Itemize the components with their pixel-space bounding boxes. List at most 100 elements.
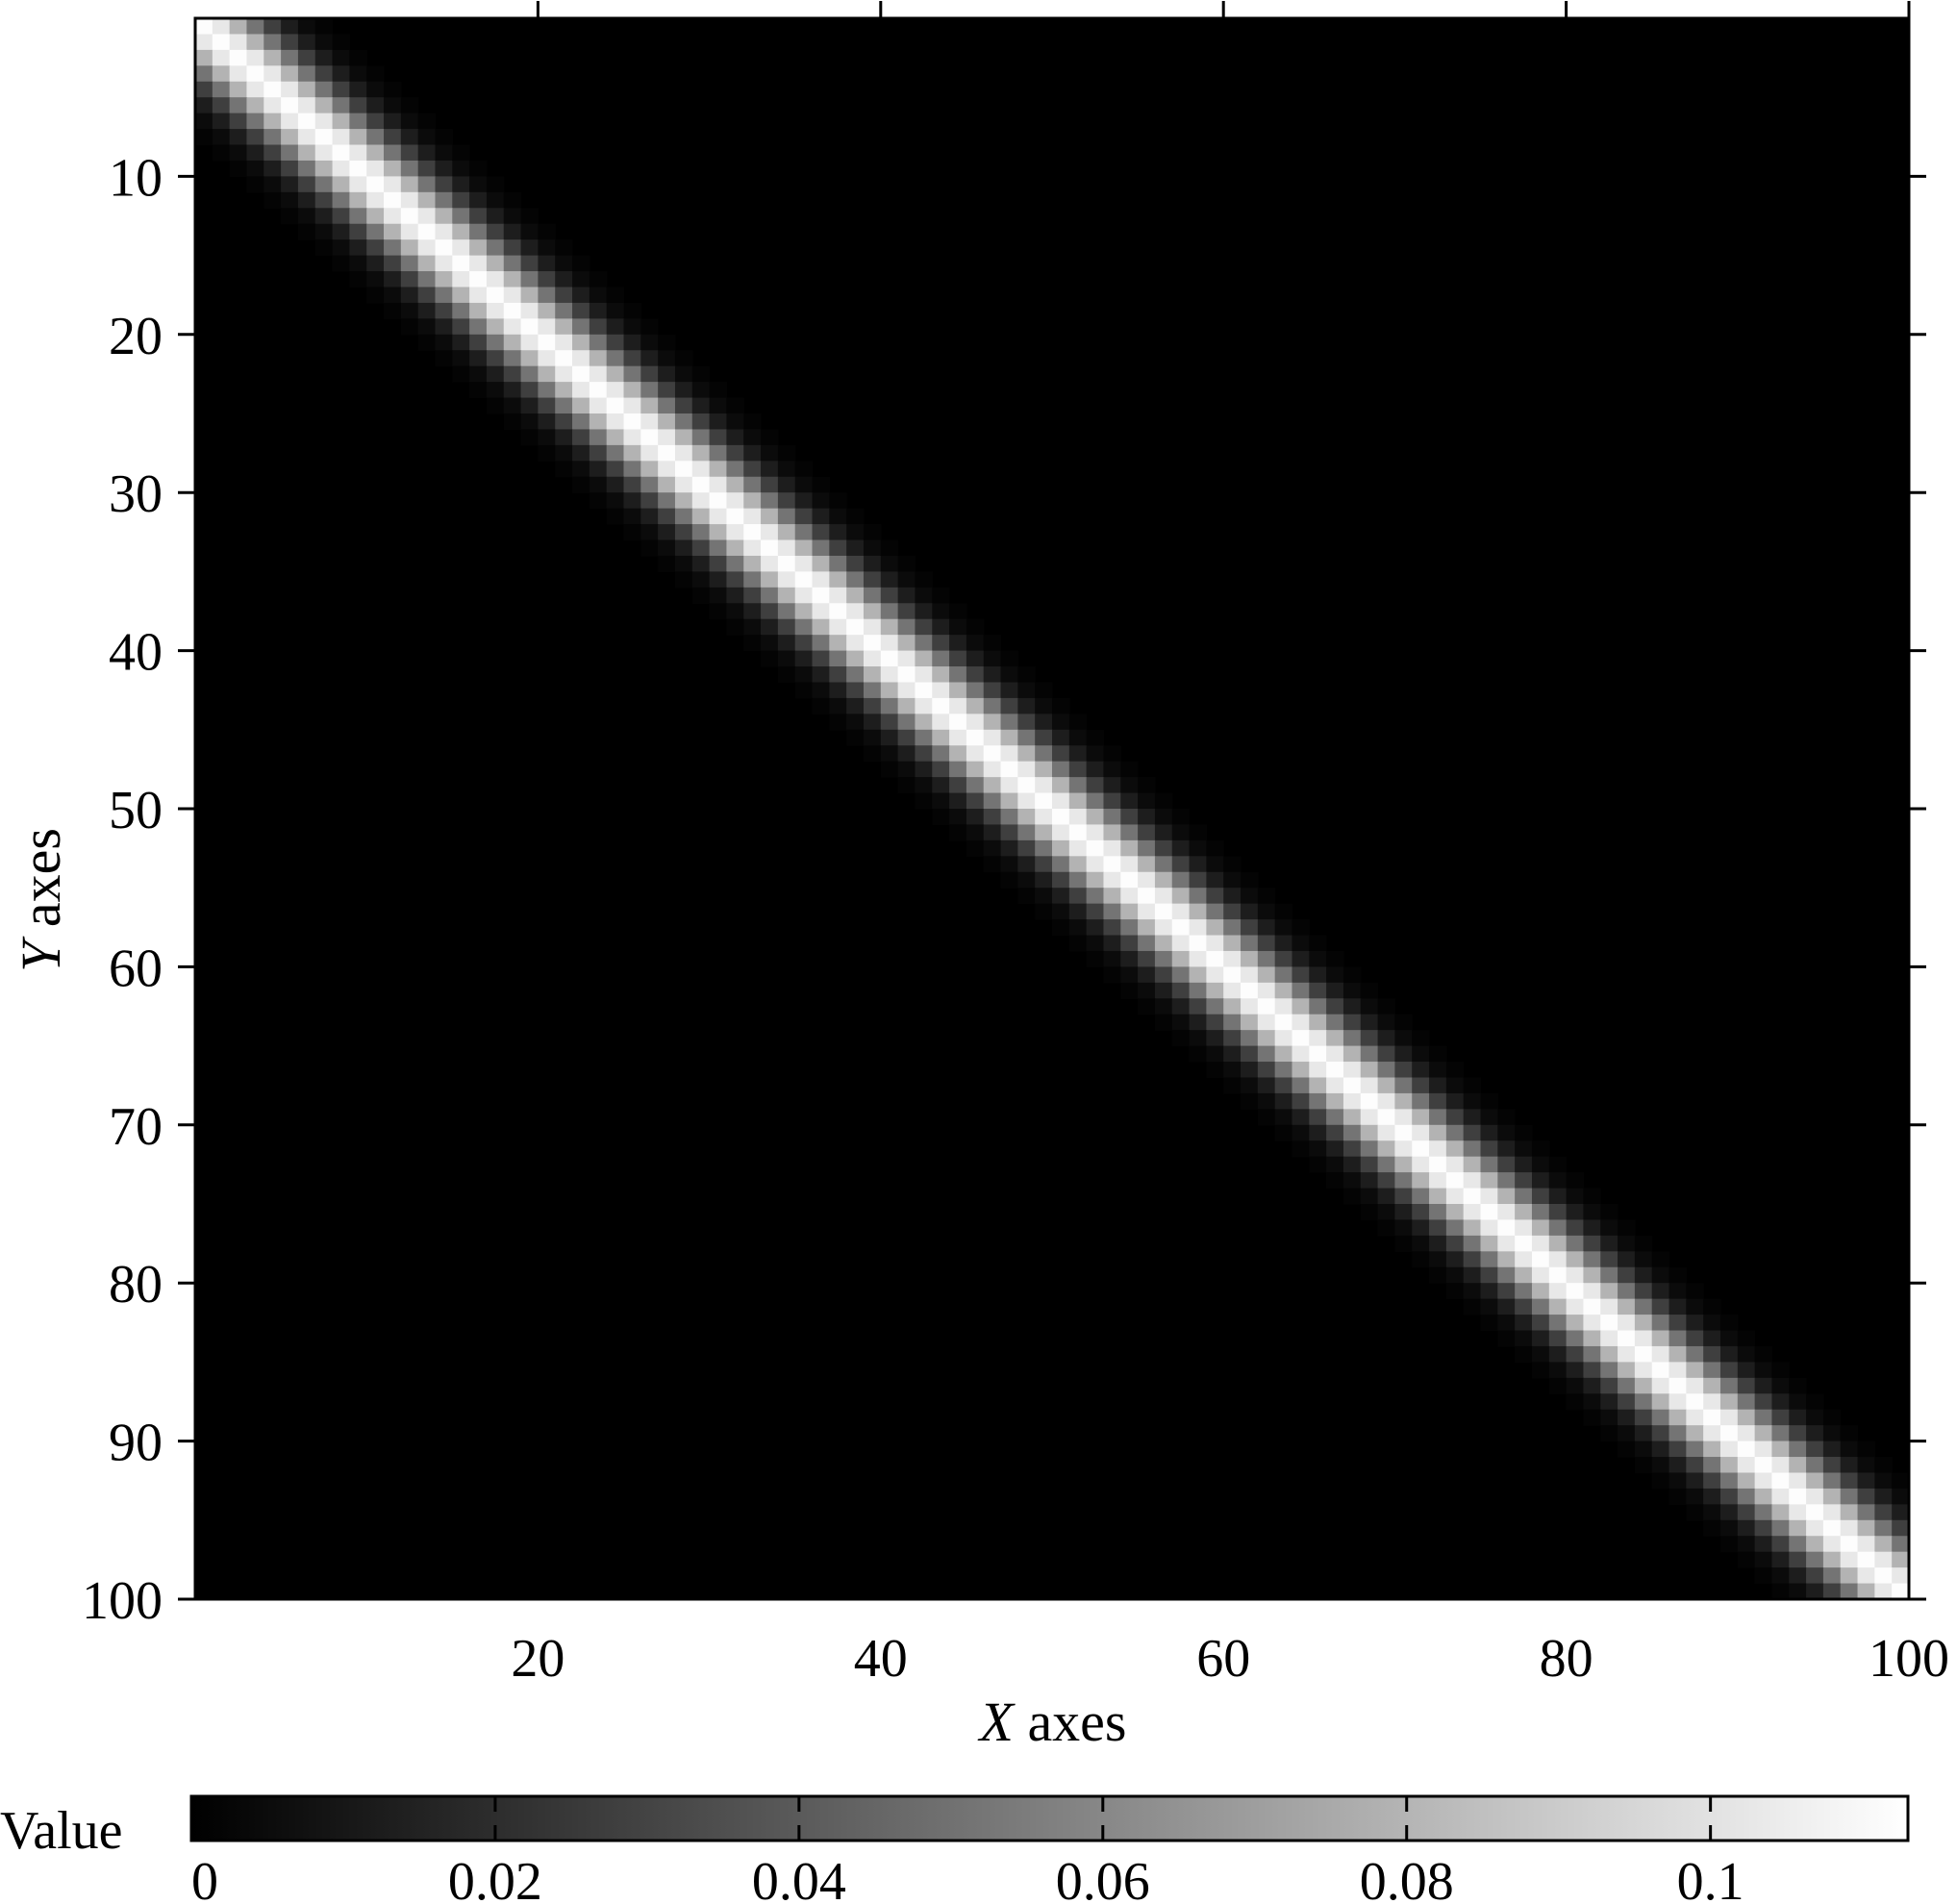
heatmap-cell — [1206, 998, 1224, 1015]
heatmap-cell — [349, 129, 367, 146]
heatmap-cell — [1377, 1124, 1395, 1141]
heatmap-cell — [469, 365, 488, 383]
heatmap-cell — [1309, 1156, 1327, 1173]
heatmap-cell — [606, 429, 625, 446]
heatmap-cell — [195, 18, 213, 36]
heatmap-cell — [1412, 1204, 1430, 1221]
heatmap-cell — [1429, 1062, 1447, 1079]
heatmap-cell — [1651, 1330, 1670, 1347]
heatmap-cell — [572, 271, 590, 288]
heatmap-cell — [743, 603, 762, 620]
heatmap-cell — [1445, 1266, 1465, 1284]
heatmap-cell — [1480, 1219, 1498, 1237]
heatmap-cell — [1154, 856, 1173, 873]
heatmap-cell — [1566, 1298, 1585, 1315]
heatmap-cell — [435, 239, 453, 257]
heatmap-cell — [983, 697, 1002, 714]
heatmap-cell — [1309, 998, 1327, 1015]
heatmap-cell — [1480, 1251, 1498, 1268]
heatmap-cell — [1668, 1472, 1687, 1490]
heatmap-cell — [1668, 1457, 1687, 1474]
heatmap-cell — [1600, 1235, 1618, 1252]
heatmap-cell — [314, 129, 334, 146]
heatmap-cell — [966, 697, 985, 714]
heatmap-cell — [1892, 1567, 1910, 1585]
heatmap-cell — [1360, 1140, 1379, 1158]
heatmap-cell — [1789, 1504, 1807, 1521]
heatmap-cell — [1566, 1283, 1585, 1300]
heatmap-cell — [1703, 1409, 1721, 1426]
heatmap-cell — [1531, 1283, 1550, 1300]
heatmap-cell — [195, 129, 213, 146]
heatmap-cell — [983, 650, 1002, 667]
heatmap-cell — [949, 745, 967, 763]
heatmap-cell — [709, 476, 728, 493]
heatmap-cell — [640, 476, 659, 493]
heatmap-cell — [589, 271, 608, 288]
heatmap-cell — [229, 49, 248, 66]
heatmap-cell — [1206, 888, 1224, 905]
heatmap-cell — [709, 524, 728, 541]
heatmap-cell — [674, 350, 693, 367]
heatmap-cell — [623, 429, 641, 446]
heatmap-cell — [812, 635, 830, 652]
heatmap-cell — [1548, 1283, 1568, 1300]
heatmap-cell — [281, 144, 299, 162]
heatmap-cell — [572, 255, 590, 272]
heatmap-cell — [880, 618, 899, 636]
heatmap-cell — [606, 334, 625, 351]
colorbar-tick-label: 0.08 — [1360, 1852, 1454, 1904]
heatmap-cell — [229, 144, 248, 162]
heatmap-cell — [520, 239, 539, 257]
heatmap-cell — [623, 524, 641, 541]
heatmap-cell — [777, 539, 796, 557]
heatmap-cell — [332, 191, 350, 209]
heatmap-cell — [417, 208, 437, 225]
heatmap-cell — [1651, 1393, 1670, 1411]
heatmap-cell — [314, 113, 334, 130]
heatmap-cell — [1822, 1425, 1842, 1442]
heatmap-cell — [1326, 1077, 1344, 1094]
heatmap-cell — [1634, 1362, 1653, 1379]
heatmap-cell — [1052, 729, 1070, 746]
heatmap-cell — [503, 334, 522, 351]
heatmap-cell — [1822, 1488, 1842, 1505]
heatmap-cell — [761, 603, 779, 620]
heatmap-cell — [658, 555, 676, 572]
heatmap-cell — [915, 697, 933, 714]
heatmap-cell — [1737, 1345, 1756, 1363]
heatmap-cell — [640, 539, 659, 557]
heatmap-cell — [1103, 871, 1121, 889]
heatmap-cell — [1171, 1014, 1191, 1031]
heatmap-cell — [400, 97, 419, 114]
heatmap-cell — [1086, 935, 1105, 952]
heatmap-cell — [1206, 871, 1224, 889]
heatmap-cell — [1771, 1441, 1790, 1458]
heatmap-cell — [1668, 1362, 1687, 1379]
heatmap-cell — [1651, 1266, 1670, 1284]
heatmap-cell — [1583, 1204, 1601, 1221]
heatmap-cell — [1206, 950, 1224, 967]
heatmap-cell — [400, 287, 419, 304]
heatmap-cell — [1480, 1235, 1498, 1252]
heatmap-cell — [281, 208, 299, 225]
heatmap-cell — [538, 223, 556, 240]
heatmap-cell — [486, 365, 505, 383]
heatmap-cell — [1618, 1377, 1636, 1394]
heatmap-cell — [691, 461, 711, 478]
heatmap-cell — [743, 508, 762, 525]
heatmap-cell — [486, 255, 505, 272]
heatmap-cell — [384, 287, 402, 304]
heatmap-cell — [1257, 903, 1276, 920]
heatmap-cell — [1634, 1315, 1653, 1332]
heatmap-cell — [743, 555, 762, 572]
heatmap-cell — [794, 650, 814, 667]
heatmap-cell — [606, 318, 625, 336]
heatmap-cell — [1583, 1266, 1601, 1284]
heatmap-cell — [691, 429, 711, 446]
heatmap-cell — [915, 618, 933, 636]
heatmap-cell — [400, 255, 419, 272]
heatmap-cell — [1737, 1488, 1756, 1505]
heatmap-cell — [709, 539, 728, 557]
heatmap-cell — [709, 555, 728, 572]
